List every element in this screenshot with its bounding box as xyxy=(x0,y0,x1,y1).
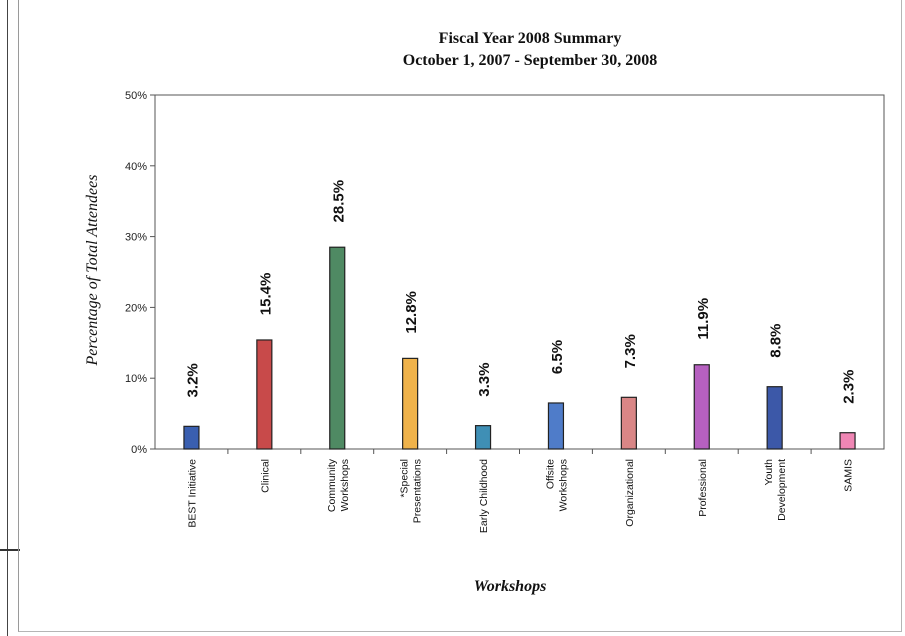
data-label: 6.5% xyxy=(549,340,566,374)
bar xyxy=(620,396,637,450)
left-scan-tick xyxy=(0,549,20,551)
category-label: Professional xyxy=(697,459,709,517)
bar xyxy=(693,364,710,450)
bar xyxy=(766,386,783,450)
category-label: SAMIS xyxy=(843,459,855,492)
data-label: 7.3% xyxy=(622,334,639,368)
chart-frame xyxy=(18,0,902,632)
category-label: Youth xyxy=(763,459,775,486)
category-label: Presentations xyxy=(412,459,424,523)
category-label: Development xyxy=(776,459,788,521)
chart-subtitle: October 1, 2007 - September 30, 2008 xyxy=(402,52,658,69)
category-label: Workshops xyxy=(557,459,569,511)
bar xyxy=(256,339,273,450)
category-label: Workshops xyxy=(339,459,351,511)
data-label: 12.8% xyxy=(403,291,420,334)
y-tick-label: 20% xyxy=(125,302,147,314)
data-label: 11.9% xyxy=(695,298,712,340)
y-tick-label: 30% xyxy=(125,232,147,244)
data-label: 28.5% xyxy=(330,180,347,223)
category-label: Clinical xyxy=(259,459,271,493)
category-label: BEST Initiative xyxy=(186,459,198,528)
bar xyxy=(329,246,346,450)
x-axis-label: Workshops xyxy=(473,578,547,595)
category-label: Early Childhood xyxy=(478,459,490,533)
bar xyxy=(474,425,492,450)
bar xyxy=(402,357,419,450)
chart-title: Fiscal Year 2008 Summary xyxy=(438,30,622,47)
data-label: 8.8% xyxy=(768,324,785,358)
bar xyxy=(547,402,565,450)
bar xyxy=(183,425,200,450)
data-label: 15.4% xyxy=(257,273,274,316)
category-label: Organizational xyxy=(624,459,636,527)
left-scan-rule xyxy=(7,0,8,636)
category-label: *Special xyxy=(399,459,411,498)
data-label: 2.3% xyxy=(841,370,858,404)
category-label: Offsite xyxy=(544,459,556,489)
category-label: Community xyxy=(326,458,338,512)
y-tick-label: 10% xyxy=(125,373,147,385)
y-tick-label: 0% xyxy=(131,444,147,456)
y-tick-label: 50% xyxy=(125,90,147,102)
data-label: 3.3% xyxy=(476,363,493,397)
bar xyxy=(839,432,856,450)
y-tick-label: 40% xyxy=(125,161,147,173)
data-label: 3.2% xyxy=(184,363,201,397)
